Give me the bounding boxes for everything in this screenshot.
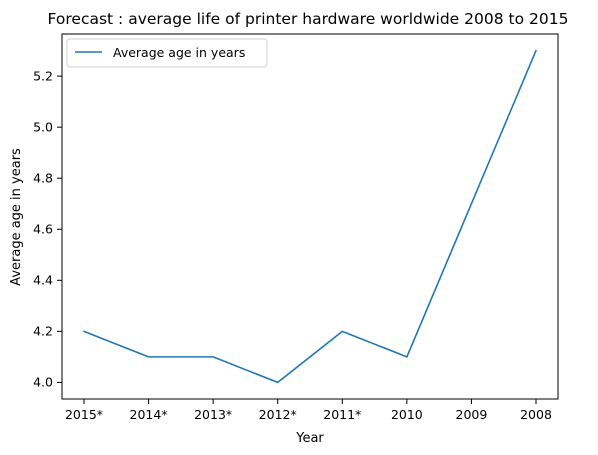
y-tick-label: 4.8 [33, 171, 53, 186]
y-tick-label: 4.0 [33, 375, 53, 390]
y-tick-label: 5.2 [33, 68, 53, 83]
y-tick-label: 4.6 [33, 222, 53, 237]
series-line [83, 49, 537, 384]
y-tick-label: 4.2 [33, 324, 53, 339]
x-axis-ticks: 2015* 2014* 2013* 2012* 2011* 2010 2009 2008 [65, 399, 552, 422]
x-tick-label: 2014* [130, 407, 168, 422]
legend: Average age in years [66, 38, 268, 68]
data-points [83, 50, 537, 383]
x-tick-label: 2013* [194, 407, 232, 422]
x-tick-label: 2015* [65, 407, 103, 422]
x-axis-label: Year [295, 431, 324, 446]
y-axis-ticks: 4.0 4.2 4.4 4.6 4.8 5.0 5.2 [33, 68, 62, 390]
legend-box [66, 38, 268, 68]
legend-series-label: Average age in years [113, 45, 245, 60]
y-tick-label: 4.4 [33, 273, 53, 288]
y-tick-label: 5.0 [33, 119, 53, 134]
x-tick-label: 2011* [323, 407, 361, 422]
x-tick-label: 2010 [391, 407, 423, 422]
x-tick-label: 2009 [456, 407, 488, 422]
plot-area [61, 33, 559, 400]
x-tick-label: 2008 [520, 407, 552, 422]
chart-title: Forecast : average life of printer hardw… [48, 10, 569, 28]
y-axis-label: Average age in years [9, 148, 24, 286]
plot-frame [61, 33, 559, 400]
x-tick-label: 2012* [259, 407, 297, 422]
